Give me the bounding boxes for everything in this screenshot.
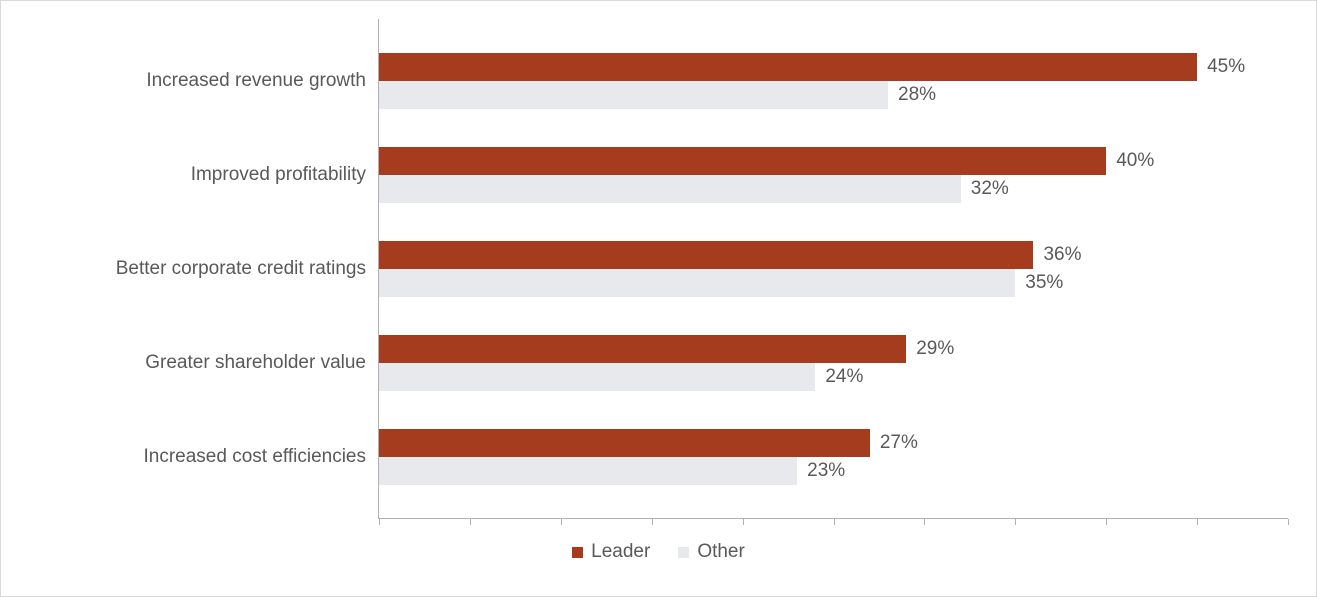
bar-other: [379, 81, 888, 109]
category-label: Increased revenue growth: [146, 70, 366, 92]
bar-value-leader: 29%: [916, 335, 954, 363]
x-tick: [1197, 519, 1198, 525]
x-tick: [1106, 519, 1107, 525]
bar-value-other: 24%: [825, 363, 863, 391]
bar-value-other: 23%: [807, 457, 845, 485]
bar-leader: [379, 147, 1106, 175]
bars-area: 45% 28% 40% 32% 36%35% 29% 24% 27% 23%: [379, 19, 1288, 519]
bar-other: [379, 175, 961, 203]
plot-area: Increased revenue growth Improved profita…: [29, 19, 1288, 519]
legend-item-other: Other: [678, 541, 745, 563]
bar-value-leader: 45%: [1207, 53, 1245, 81]
category-label: Improved profitability: [191, 164, 366, 186]
bar-value-leader: 36%: [1043, 241, 1081, 269]
legend-swatch: [572, 547, 583, 558]
category-label: Greater shareholder value: [145, 352, 366, 374]
x-tick: [743, 519, 744, 525]
legend-swatch: [678, 547, 689, 558]
legend: Leader Other: [29, 541, 1288, 564]
x-tick: [652, 519, 653, 525]
category-label: Increased cost efficiencies: [144, 446, 367, 468]
bar-value-other: 35%: [1025, 269, 1063, 297]
legend-item-leader: Leader: [572, 541, 650, 563]
bar-leader: [379, 335, 906, 363]
x-tick: [470, 519, 471, 525]
x-tick: [1015, 519, 1016, 525]
x-axis-line: [379, 518, 1288, 519]
bar-other: [379, 363, 815, 391]
bar-other: [379, 269, 1015, 297]
bar-leader: [379, 53, 1197, 81]
chart-container: Increased revenue growth Improved profita…: [0, 0, 1317, 597]
bar-value-leader: 27%: [880, 429, 918, 457]
bar-value-other: 28%: [898, 81, 936, 109]
legend-label: Leader: [591, 541, 650, 563]
bar-leader: [379, 429, 870, 457]
x-tick: [379, 519, 380, 525]
bar-other: [379, 457, 797, 485]
bar-value-leader: 40%: [1116, 147, 1154, 175]
y-axis: Increased revenue growth Improved profita…: [29, 19, 379, 519]
x-tick: [924, 519, 925, 525]
bar-value-other: 32%: [971, 175, 1009, 203]
legend-label: Other: [697, 541, 745, 563]
bar-leader: [379, 241, 1033, 269]
x-tick: [561, 519, 562, 525]
category-label: Better corporate credit ratings: [116, 258, 366, 280]
x-tick: [834, 519, 835, 525]
x-tick: [1288, 519, 1289, 525]
